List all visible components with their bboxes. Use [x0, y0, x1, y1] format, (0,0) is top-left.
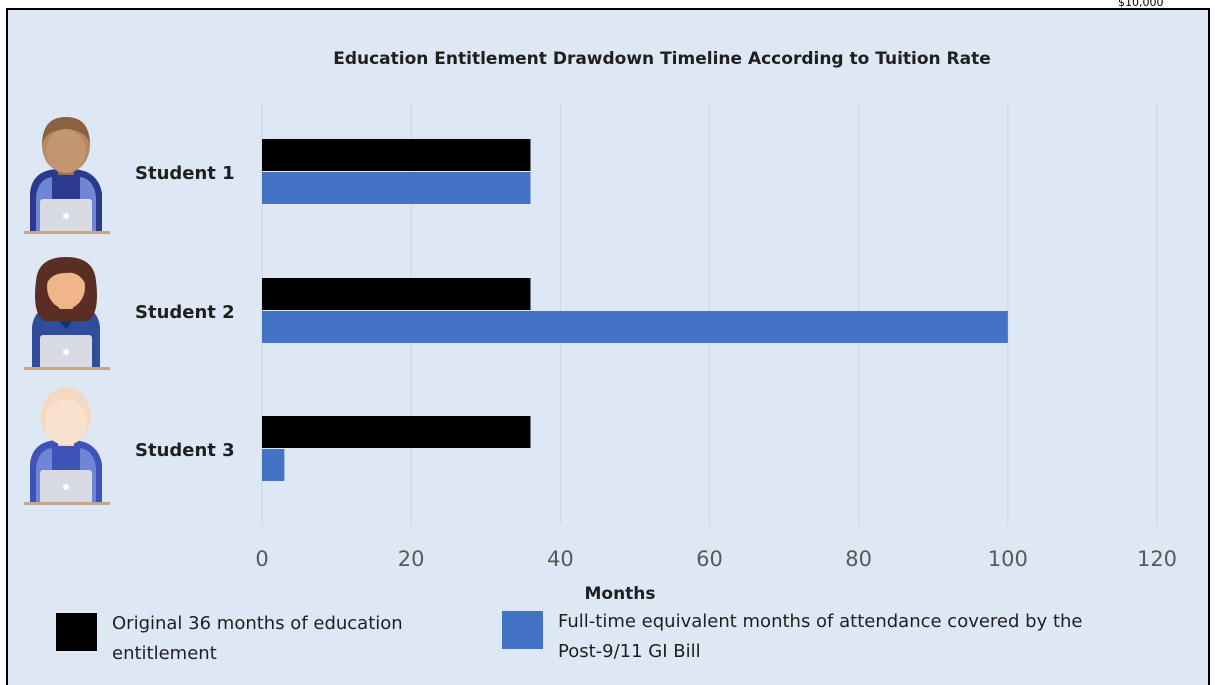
x-axis-label: Months [584, 584, 655, 604]
bar-gi-bill-months [262, 449, 285, 481]
student-1-avatar-icon [24, 117, 110, 234]
x-tick-label: 100 [988, 547, 1028, 571]
bar-gi-bill-months [262, 311, 1008, 343]
bars [262, 139, 1008, 481]
x-tick-label: 40 [547, 547, 574, 571]
legend-item-original-entitlement: Original 36 months of education entitlem… [56, 609, 476, 669]
student-2-avatar-icon [24, 257, 110, 370]
bar-gi-bill-months [262, 172, 531, 204]
x-tick-label: 0 [255, 547, 268, 571]
student-3-avatar-icon [24, 387, 110, 505]
category-label: Student 2 [135, 302, 235, 323]
x-tick-label: 80 [845, 547, 872, 571]
category-label: Student 3 [135, 440, 235, 461]
bar-original-entitlement [262, 416, 531, 448]
x-tick-label: 120 [1137, 547, 1177, 571]
chart-panel [6, 8, 1210, 685]
chart-title: Education Entitlement Drawdown Timeline … [333, 49, 991, 69]
x-axis-ticks: 0 20 40 60 80 100 120 [255, 547, 1177, 571]
x-tick-label: 20 [398, 547, 425, 571]
x-tick-label: 60 [696, 547, 723, 571]
category-label: Student 1 [135, 163, 235, 184]
corner-fragment-text: $10,000 [1118, 0, 1164, 8]
category-labels: Student 1 Student 2 Student 3 [135, 163, 235, 461]
bar-original-entitlement [262, 278, 531, 310]
legend-label-original-entitlement: Original 36 months of education entitlem… [112, 613, 403, 664]
legend-item-gi-bill-months: Full-time equivalent months of attendanc… [502, 607, 1202, 667]
bar-original-entitlement [262, 139, 531, 171]
legend-swatch-blue [502, 611, 543, 649]
legend-swatch-black [56, 613, 97, 651]
legend-label-gi-bill-months: Full-time equivalent months of attendanc… [558, 611, 1083, 662]
